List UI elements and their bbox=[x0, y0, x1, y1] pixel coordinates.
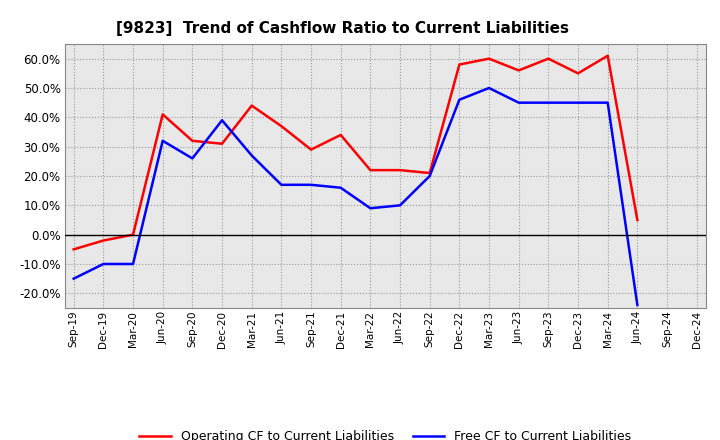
Operating CF to Current Liabilities bbox=[217, 141, 226, 147]
Line: Operating CF to Current Liabilities: Operating CF to Current Liabilities bbox=[73, 56, 637, 249]
Free CF to Current Liabilities bbox=[603, 100, 612, 105]
Operating CF to Current Liabilities bbox=[514, 68, 523, 73]
Operating CF to Current Liabilities bbox=[129, 232, 138, 237]
Operating CF to Current Liabilities bbox=[426, 170, 434, 176]
Free CF to Current Liabilities bbox=[544, 100, 553, 105]
Free CF to Current Liabilities bbox=[188, 156, 197, 161]
Free CF to Current Liabilities bbox=[485, 85, 493, 91]
Text: [9823]  Trend of Cashflow Ratio to Current Liabilities: [9823] Trend of Cashflow Ratio to Curren… bbox=[116, 21, 569, 36]
Free CF to Current Liabilities bbox=[217, 117, 226, 123]
Free CF to Current Liabilities bbox=[514, 100, 523, 105]
Free CF to Current Liabilities bbox=[129, 261, 138, 267]
Operating CF to Current Liabilities bbox=[396, 168, 405, 173]
Free CF to Current Liabilities bbox=[336, 185, 345, 191]
Free CF to Current Liabilities bbox=[426, 173, 434, 179]
Operating CF to Current Liabilities bbox=[307, 147, 315, 152]
Operating CF to Current Liabilities bbox=[485, 56, 493, 61]
Free CF to Current Liabilities bbox=[307, 182, 315, 187]
Free CF to Current Liabilities bbox=[158, 138, 167, 143]
Free CF to Current Liabilities bbox=[277, 182, 286, 187]
Free CF to Current Liabilities bbox=[366, 205, 374, 211]
Free CF to Current Liabilities bbox=[396, 203, 405, 208]
Operating CF to Current Liabilities bbox=[366, 168, 374, 173]
Free CF to Current Liabilities bbox=[69, 276, 78, 281]
Free CF to Current Liabilities bbox=[455, 97, 464, 103]
Operating CF to Current Liabilities bbox=[455, 62, 464, 67]
Operating CF to Current Liabilities bbox=[603, 53, 612, 59]
Operating CF to Current Liabilities bbox=[188, 138, 197, 143]
Free CF to Current Liabilities bbox=[99, 261, 108, 267]
Operating CF to Current Liabilities bbox=[574, 71, 582, 76]
Free CF to Current Liabilities bbox=[633, 302, 642, 308]
Operating CF to Current Liabilities bbox=[277, 124, 286, 129]
Free CF to Current Liabilities bbox=[248, 153, 256, 158]
Operating CF to Current Liabilities bbox=[336, 132, 345, 138]
Operating CF to Current Liabilities bbox=[99, 238, 108, 243]
Operating CF to Current Liabilities bbox=[633, 217, 642, 223]
Operating CF to Current Liabilities bbox=[158, 112, 167, 117]
Operating CF to Current Liabilities bbox=[69, 247, 78, 252]
Free CF to Current Liabilities bbox=[574, 100, 582, 105]
Operating CF to Current Liabilities bbox=[544, 56, 553, 61]
Legend: Operating CF to Current Liabilities, Free CF to Current Liabilities: Operating CF to Current Liabilities, Fre… bbox=[135, 425, 636, 440]
Operating CF to Current Liabilities bbox=[248, 103, 256, 108]
Line: Free CF to Current Liabilities: Free CF to Current Liabilities bbox=[73, 88, 637, 305]
